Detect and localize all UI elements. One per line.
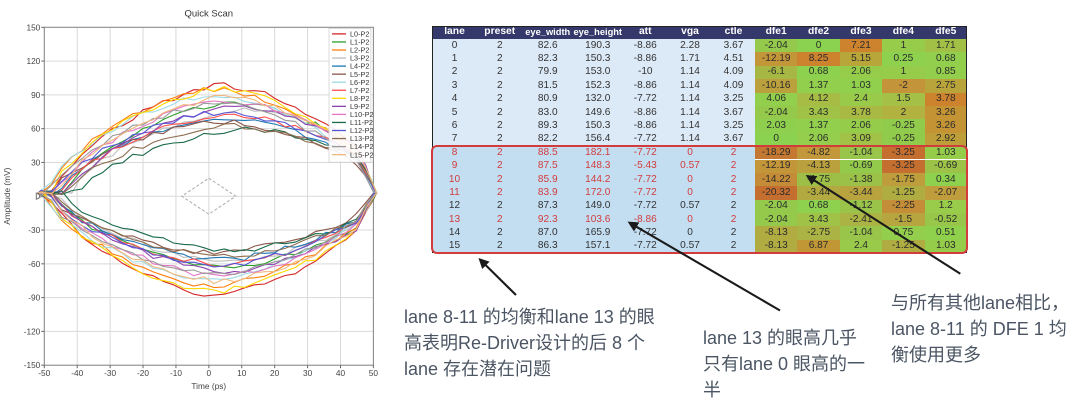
svg-text:-50: -50 <box>38 368 50 378</box>
svg-text:0: 0 <box>207 368 212 378</box>
svg-text:60: 60 <box>31 124 41 134</box>
svg-text:Amplitude (mV): Amplitude (mV) <box>2 167 12 224</box>
svg-text:150: 150 <box>26 22 40 32</box>
svg-text:40: 40 <box>336 368 346 378</box>
svg-text:30: 30 <box>303 368 313 378</box>
svg-text:L15-P2: L15-P2 <box>350 150 374 159</box>
svg-text:-40: -40 <box>71 368 83 378</box>
svg-text:20: 20 <box>270 368 280 378</box>
svg-text:-30: -30 <box>28 225 40 235</box>
svg-text:10: 10 <box>237 368 247 378</box>
svg-text:-120: -120 <box>24 326 41 336</box>
svg-text:Time (ps): Time (ps) <box>191 381 226 391</box>
svg-text:-10: -10 <box>170 368 182 378</box>
svg-text:50: 50 <box>369 368 379 378</box>
svg-text:120: 120 <box>26 56 40 66</box>
svg-text:-60: -60 <box>28 259 40 269</box>
svg-text:-30: -30 <box>104 368 116 378</box>
svg-text:90: 90 <box>31 90 41 100</box>
svg-text:Quick Scan: Quick Scan <box>185 9 234 20</box>
svg-text:30: 30 <box>31 158 41 168</box>
svg-text:-20: -20 <box>137 368 149 378</box>
svg-text:-90: -90 <box>28 293 40 303</box>
